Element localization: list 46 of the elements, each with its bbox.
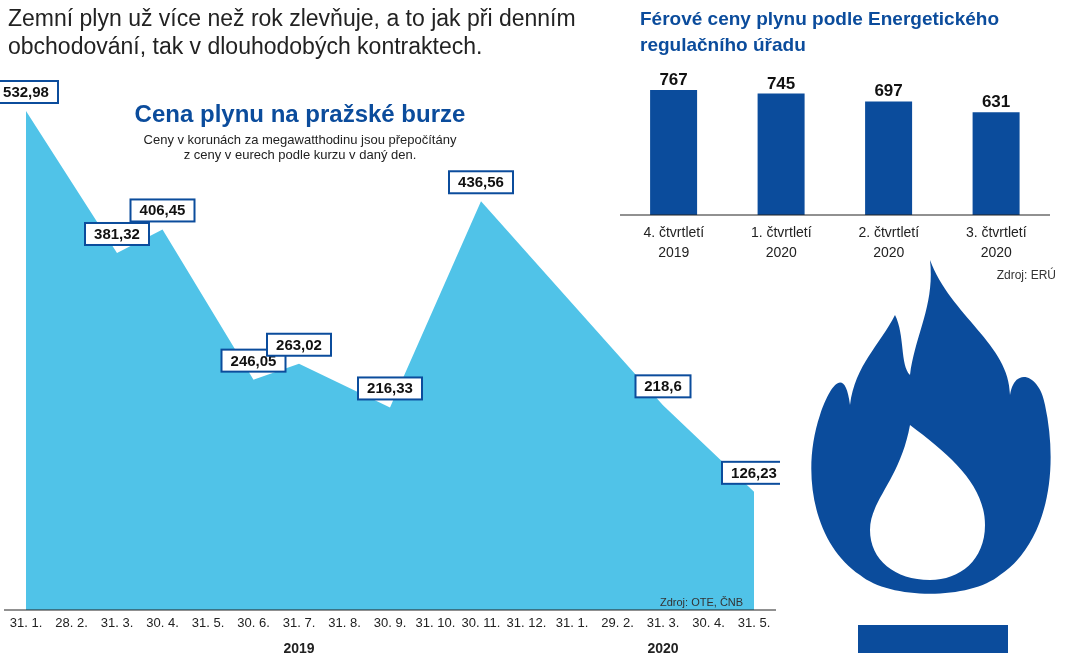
data-label: 246,05 — [230, 351, 277, 369]
data-label: 216,33 — [367, 379, 413, 397]
text: 2020 — [646, 640, 680, 656]
x-tick-label: 31. 5. — [737, 615, 771, 631]
x-tick-label: 31. 8. — [328, 615, 361, 631]
text: Zdroj: ERÚ — [996, 268, 1056, 282]
x-tick-label: 30. 4. — [146, 615, 179, 631]
text: 2019 — [282, 640, 316, 656]
annotation: Zdroj: OTE, ČNB — [660, 596, 744, 608]
bar — [650, 90, 698, 215]
x-tick-label: 31. 12. — [506, 615, 547, 631]
chart-title: Férové ceny plynu podle Energetického regulačního úřadu — [640, 7, 1000, 57]
x-tick-label: 31. 5. — [191, 615, 225, 631]
text: Ceny v korunách za megawatthodinu jsou přepočítány z ceny v eurech podle kurzu v daný den. — [142, 132, 458, 162]
x-tick-label: 28. 2. — [55, 615, 88, 631]
x-tick-label: 31. 7. — [282, 615, 316, 631]
text: Zemní plyn už více než rok zlevňuje, a to jak při denním obchodování, tak v dlouhodobých kontraktech. — [8, 4, 577, 60]
x-tick-label: 29. 2. — [601, 615, 634, 631]
data-label: 532,98 — [3, 83, 49, 100]
data-label: 767 — [659, 70, 688, 89]
x-tick-label: 31. 3. — [646, 615, 680, 631]
data-label: 745 — [766, 73, 796, 93]
data-label: 631 — [981, 92, 1011, 112]
chart-title: Cena plynu na pražské burze — [133, 100, 467, 128]
bar — [757, 93, 805, 215]
x-tick-label: 31. 1. — [9, 615, 43, 631]
data-label: 406,45 — [139, 201, 186, 219]
data-label: 381,32 — [94, 224, 140, 242]
x-tick-label: 30. 4. — [692, 615, 725, 631]
x-tick-label: 3. čtvrtletí 2020 — [965, 224, 1027, 260]
data-label: 436,56 — [458, 173, 504, 191]
x-tick-label: 31. 3. — [100, 615, 134, 631]
x-tick-label: 1. čtvrtletí 2020 — [750, 224, 812, 260]
bar — [972, 112, 1020, 215]
data-label: 126,23 — [731, 463, 777, 481]
x-tick-label: 30. 11. — [461, 615, 501, 631]
data-label: 218,6 — [644, 377, 682, 395]
x-tick-label: 4. čtvrtletí 2019 — [643, 224, 705, 260]
x-tick-label: 31. 1. — [555, 615, 589, 631]
x-tick-label: 2. čtvrtletí 2020 — [858, 224, 920, 260]
data-label: 697 — [874, 81, 903, 101]
data-label: 263,02 — [276, 335, 322, 353]
x-tick-label: 30. 9. — [373, 615, 407, 631]
x-tick-label: 31. 10. — [415, 615, 456, 631]
x-tick-label: 30. 6. — [237, 615, 270, 631]
bar — [865, 101, 913, 215]
